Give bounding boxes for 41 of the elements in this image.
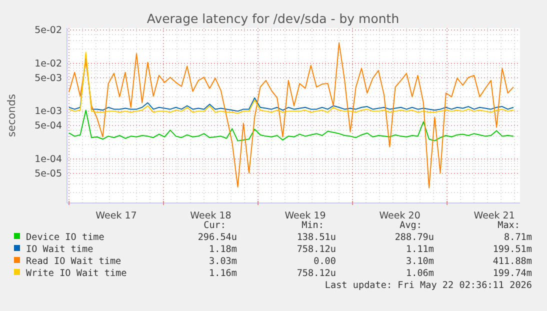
- text: Max:: [498, 220, 520, 231]
- legend-label: IO Wait time: [26, 244, 94, 255]
- x-tick-label: Week 18: [190, 210, 232, 222]
- text: 8.71m: [504, 232, 532, 243]
- text: 0.00: [314, 256, 336, 267]
- text: Last update: Fri May 22 02:36:11 2026: [324, 280, 532, 291]
- y-tick-label: 5e-03: [34, 72, 62, 84]
- legend-label: Device IO time: [26, 232, 105, 243]
- y-axis-title: seconds: [6, 94, 18, 137]
- text: 3.03m: [209, 256, 238, 267]
- x-tick-label: Week 20: [379, 210, 420, 222]
- y-tick-label: 1e-02: [34, 58, 62, 70]
- text: 199.51m: [492, 244, 532, 255]
- text: 199.74m: [492, 268, 532, 279]
- legend-label: Write IO Wait time: [26, 268, 128, 279]
- text: 1.16m: [209, 268, 238, 279]
- text: Min:: [302, 220, 324, 231]
- text: 1.06m: [406, 268, 434, 279]
- text: 758.12u: [296, 268, 336, 279]
- text: 758.12u: [296, 244, 336, 255]
- text: 138.51u: [296, 232, 336, 243]
- y-tick-label: 5e-05: [34, 168, 62, 180]
- x-tick-label: Week 17: [96, 210, 137, 222]
- text: 296.54u: [198, 232, 237, 243]
- text: 288.79u: [394, 232, 434, 243]
- line-series: [68, 110, 514, 142]
- legend-label: Read IO Wait time: [26, 256, 122, 267]
- x-tick-label: Week 21: [474, 210, 515, 222]
- text: 3.10m: [406, 256, 434, 267]
- line-series: [68, 42, 514, 188]
- y-tick-label: 1e-03: [34, 106, 62, 118]
- y-tick-label: 5e-04: [34, 120, 62, 132]
- text: 1.18m: [209, 244, 238, 255]
- text: Cur:: [204, 220, 226, 231]
- y-tick-label: 5e-02: [34, 25, 62, 36]
- text: Avg:: [400, 220, 422, 231]
- text: 1.11m: [406, 244, 434, 255]
- chart-title: Average latency for /dev/sda - by month: [146, 11, 400, 26]
- x-tick-label: Week 19: [284, 210, 326, 222]
- y-tick-label: 1e-04: [34, 154, 62, 166]
- text: 411.88m: [492, 256, 532, 267]
